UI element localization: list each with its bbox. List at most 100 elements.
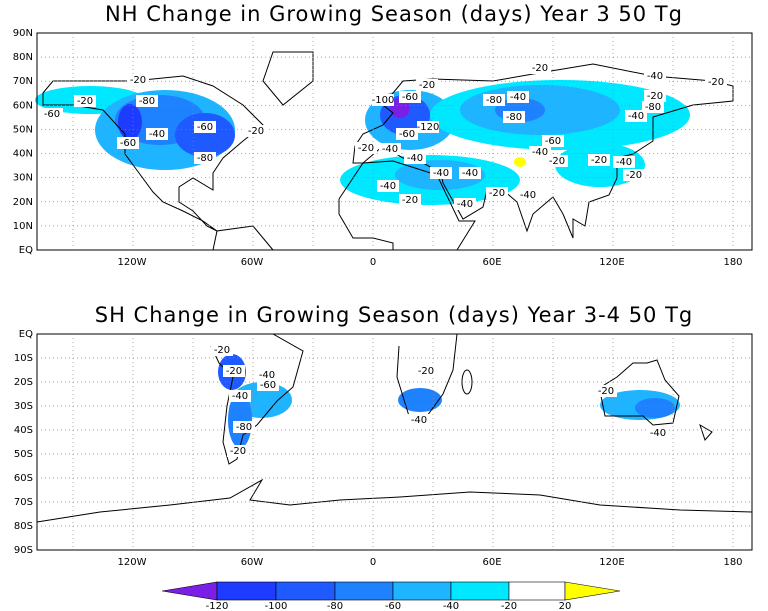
contour-label-bg [404,152,426,164]
contour-label-bg [417,121,439,133]
contour-label: -20 [626,170,642,181]
contour-label-bg [211,344,233,356]
contour-label-bg [146,128,168,140]
contour-label-bg [644,90,666,102]
lat-label: 20N [13,197,33,208]
colorbar-box [450,581,510,601]
lat-label: 90N [13,28,33,39]
lat-label: 40N [13,149,33,160]
contour-label: -20 [532,63,548,74]
lat-label: 50S [14,449,33,460]
colorbar-box [334,581,394,601]
lat-label: 60N [13,100,33,111]
lat-label: 30N [13,173,33,184]
contour-label: -20 [419,80,435,91]
lat-label: 10N [13,221,33,232]
contour-label-bg [245,125,267,137]
contour-label-bg [379,143,401,155]
lat-label: 70N [13,76,33,87]
contour-label: -40 [462,168,478,179]
lon-label: 120E [599,557,624,568]
contour-label: -60 [399,129,415,140]
contour-label: -40 [510,92,526,103]
colorbar-triangle [564,581,621,601]
contour-label-bg [194,121,216,133]
colorbar-label: -20 [501,601,517,611]
lat-label: 60S [14,473,33,484]
contour-label: -60 [120,138,136,149]
contour-label: -40 [407,153,423,164]
contour-label-bg [644,70,666,82]
contour-label-bg [399,91,421,103]
contour-label: -20 [77,96,93,107]
contour-label: -80 [506,112,522,123]
contour-label-bg [377,180,399,192]
contour-label-bg [399,194,421,206]
contour-label: -80 [197,153,213,164]
contour-label: -40 [457,199,473,210]
contour-label-bg [372,94,394,106]
lon-label: 60E [482,557,501,568]
contour-label: -20 [489,188,505,199]
contour-label-bg [588,154,610,166]
contour-label-bg [517,189,539,201]
contour-label: -20 [647,91,663,102]
contour-label: -40 [650,428,666,439]
contour-label: -20 [214,345,230,356]
lon-label: 60W [241,557,264,568]
contour-label: -60 [197,122,213,133]
contour-label: -60 [545,136,561,147]
contour-label: -120 [417,122,440,133]
contour-label: -20 [248,126,264,137]
contour-label-bg [459,167,481,179]
contour-label-bg [486,187,508,199]
coastlines [36,51,753,523]
contour-label-bg [546,155,568,167]
contour-label: -20 [708,77,724,88]
contour-label: -20 [598,386,614,397]
contour-label: -40 [149,129,165,140]
contour-label-bg [227,445,249,457]
contour-label-bg [223,365,245,377]
contour-label-bg [194,152,216,164]
contour-label-bg [542,135,564,147]
contour-label-bg [256,369,278,381]
lon-label: 120W [118,557,147,568]
contour-label-bg [454,198,476,210]
contour-label: -80 [139,96,155,107]
lat-label: 50N [13,124,33,135]
contour-label: -20 [402,195,418,206]
sh-shading [218,354,680,448]
contour-label-bg [625,110,647,122]
colorbar-label: -80 [327,601,343,611]
contour-label: -40 [232,391,248,402]
contour-label-bg [529,146,551,158]
contour-label-bg [416,79,438,91]
lat-label: EQ [19,245,33,256]
contour-label-bg [483,94,505,106]
contour-label: -40 [411,415,427,426]
contour-label: -20 [130,75,146,86]
colorbar-label: 20 [559,601,572,611]
lat-label: 30S [14,401,33,412]
colorbar-box [392,581,452,601]
contour-label-bg [74,95,96,107]
contour-label: -20 [230,446,246,457]
nh-frame [36,32,753,251]
contour-label-bg [595,385,617,397]
colorbar-box [275,581,336,601]
colorbar-box [216,581,277,601]
contour-label-bg [529,62,551,74]
contour-label: -40 [647,71,663,82]
contour-label: -20 [226,366,242,377]
colorbar-box [508,581,566,601]
contour-label-bg [117,137,139,149]
contour-label: -40 [628,111,644,122]
lon-label: 120E [599,257,624,268]
contour-label-bg [41,108,63,120]
sh-title: SH Change in Growing Season (days) Year … [95,303,694,327]
contour-label: -60 [44,109,60,120]
lat-label: 80N [13,52,33,63]
contour-label: -20 [549,156,565,167]
lon-label: 0 [370,557,376,568]
